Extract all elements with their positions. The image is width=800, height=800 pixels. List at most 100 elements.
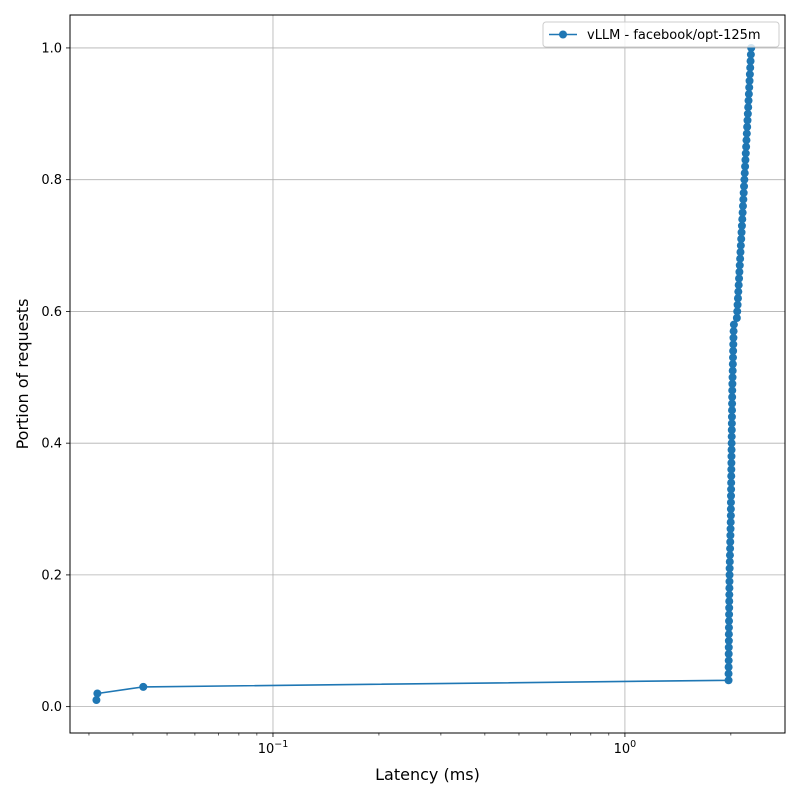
data-point xyxy=(93,689,102,698)
legend-label: vLLM - facebook/opt-125m xyxy=(587,28,761,43)
data-point xyxy=(739,195,748,204)
data-point xyxy=(725,597,734,606)
legend: vLLM - facebook/opt-125m xyxy=(542,21,780,48)
axis-ticks xyxy=(66,47,626,737)
data-point xyxy=(726,505,735,514)
data-point xyxy=(742,129,751,138)
data-point xyxy=(727,458,736,467)
data-point xyxy=(734,287,743,296)
data-point xyxy=(726,537,735,546)
data-point xyxy=(728,399,737,408)
data-point xyxy=(92,696,101,705)
data-point xyxy=(724,649,733,658)
data-point xyxy=(726,518,735,527)
data-point xyxy=(729,333,738,342)
data-point xyxy=(736,241,745,250)
data-point xyxy=(728,406,737,415)
data-point xyxy=(729,320,738,329)
data-point xyxy=(728,360,737,369)
data-point xyxy=(743,116,752,125)
data-point xyxy=(744,96,753,105)
legend-marker-swatch xyxy=(559,30,567,39)
data-point xyxy=(724,669,733,678)
x-tick-label: 100 xyxy=(614,739,637,757)
data-point xyxy=(745,70,754,79)
data-point xyxy=(727,445,736,454)
data-point xyxy=(725,603,734,612)
data-point xyxy=(729,327,738,336)
data-point xyxy=(727,465,736,474)
data-point xyxy=(733,300,742,309)
data-point xyxy=(727,472,736,481)
y-tick-label: 0.6 xyxy=(41,305,62,320)
data-point xyxy=(744,90,753,99)
data-point xyxy=(734,281,743,290)
series-layer xyxy=(92,43,756,705)
data-point xyxy=(728,386,737,395)
data-point xyxy=(735,267,744,276)
plot-frame xyxy=(69,14,786,734)
x-tick-label: 10−1 xyxy=(258,739,289,757)
data-point xyxy=(724,630,733,639)
data-point xyxy=(725,570,734,579)
data-point xyxy=(737,234,746,243)
data-point xyxy=(727,432,736,441)
data-point xyxy=(726,544,735,553)
data-point xyxy=(727,452,736,461)
y-tick-label: 1.0 xyxy=(41,41,62,56)
data-point xyxy=(746,63,755,72)
data-point xyxy=(742,136,751,145)
y-tick-labels: 0.0 0.2 0.4 0.6 0.8 1.0 xyxy=(41,41,62,715)
data-point xyxy=(740,175,749,184)
y-tick-label: 0.8 xyxy=(41,173,62,188)
data-point xyxy=(725,584,734,593)
data-point xyxy=(728,379,737,388)
data-point xyxy=(725,564,734,573)
data-point xyxy=(737,221,746,230)
data-point xyxy=(139,682,148,691)
data-point xyxy=(737,228,746,237)
y-tick-label: 0.4 xyxy=(41,437,62,452)
data-point xyxy=(743,109,752,118)
data-point xyxy=(746,57,755,66)
data-point xyxy=(728,373,737,382)
data-point xyxy=(743,122,752,131)
data-point xyxy=(733,307,742,316)
data-point xyxy=(727,439,736,448)
grid xyxy=(70,15,785,733)
data-point xyxy=(744,103,753,112)
data-point xyxy=(727,485,736,494)
data-point xyxy=(732,314,741,323)
data-point xyxy=(726,524,735,533)
data-point xyxy=(727,412,736,421)
data-point xyxy=(727,491,736,500)
data-point xyxy=(727,425,736,434)
y-tick-label: 0.2 xyxy=(41,568,62,583)
data-point xyxy=(725,617,734,626)
data-point xyxy=(724,623,733,632)
data-point xyxy=(740,169,749,178)
x-tick-base: 10 xyxy=(258,742,275,757)
data-point xyxy=(725,557,734,566)
data-point xyxy=(740,182,749,191)
y-axis-label: Portion of requests xyxy=(13,299,32,450)
data-point xyxy=(739,188,748,197)
data-point xyxy=(724,663,733,672)
x-axis-label: Latency (ms) xyxy=(375,765,480,784)
data-point xyxy=(726,511,735,520)
data-point xyxy=(727,419,736,428)
data-point xyxy=(725,610,734,619)
y-tick-label: 0.0 xyxy=(41,700,62,715)
legend-box xyxy=(542,21,780,48)
x-tick-exponent: 0 xyxy=(630,739,636,750)
x-tick-exponent: −1 xyxy=(274,739,288,750)
data-point xyxy=(735,274,744,283)
data-point xyxy=(725,551,734,560)
data-point xyxy=(741,162,750,171)
data-point xyxy=(724,676,733,685)
data-point xyxy=(736,254,745,263)
x-tick-labels: 10−1 100 xyxy=(258,739,637,757)
data-point xyxy=(728,366,737,375)
data-point xyxy=(729,346,738,355)
data-point xyxy=(738,202,747,211)
